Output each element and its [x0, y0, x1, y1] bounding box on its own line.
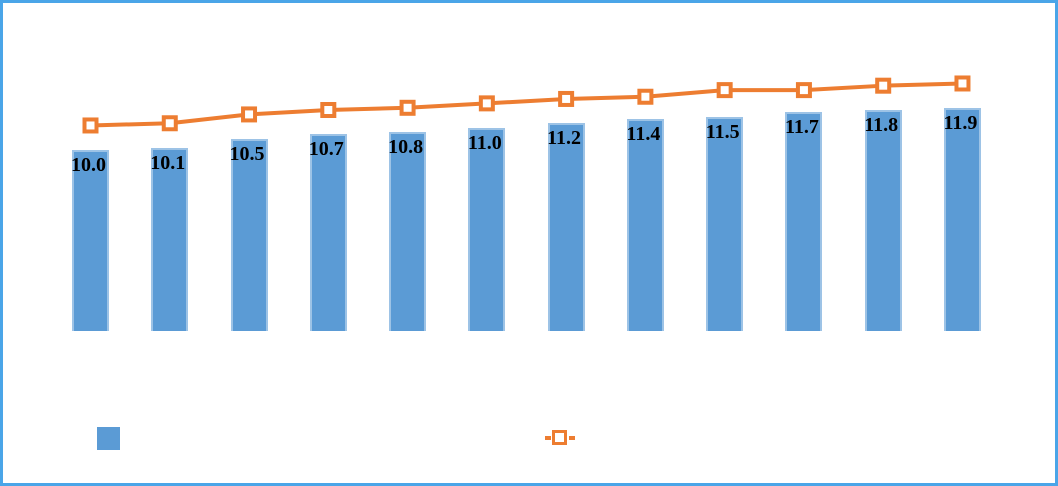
bar-value-label: 11.8 [864, 114, 899, 136]
bar [785, 112, 823, 331]
bar [230, 138, 268, 331]
bar [626, 118, 664, 331]
bar-value-label: 11.2 [547, 127, 582, 150]
line-marker-icon [82, 117, 99, 134]
bar [468, 127, 506, 331]
legend-line-dash-icon [569, 436, 575, 440]
line-marker-icon [558, 90, 575, 107]
bar [309, 134, 347, 331]
line-marker-icon [320, 102, 337, 118]
bar-value-label: 10.7 [308, 138, 344, 161]
legend-line-square-icon [552, 430, 567, 445]
line-marker-icon [875, 77, 892, 94]
legend-bar-swatch-icon [97, 427, 120, 450]
bar-value-label: 10.0 [71, 153, 106, 176]
bar [72, 149, 109, 331]
bar-value-label: 11.9 [943, 111, 978, 134]
line-marker-icon [637, 88, 654, 105]
bar [547, 123, 585, 331]
line-marker-icon [161, 115, 178, 132]
bar-value-label: 10.1 [150, 151, 186, 174]
bar-value-label: 10.5 [229, 142, 265, 165]
bar-value-label: 11.5 [705, 120, 740, 143]
line-marker-icon [795, 82, 812, 99]
bar [943, 107, 981, 331]
line-marker-icon [241, 106, 258, 123]
line-marker-icon [399, 99, 416, 116]
bar [864, 110, 902, 331]
bar [151, 147, 189, 331]
line-marker-icon [716, 82, 733, 99]
bar-value-label: 11.7 [784, 116, 819, 139]
bar-value-label: 11.4 [626, 122, 661, 145]
legend-line-dash-icon [545, 436, 551, 440]
line-marker-icon [478, 95, 495, 112]
bar-value-label: 11.0 [467, 131, 502, 154]
bar [389, 132, 427, 331]
line-marker-icon [954, 75, 971, 92]
legend-line-marker-icon [545, 430, 575, 446]
bar-value-label: 10.8 [388, 136, 424, 159]
bar [706, 116, 744, 331]
